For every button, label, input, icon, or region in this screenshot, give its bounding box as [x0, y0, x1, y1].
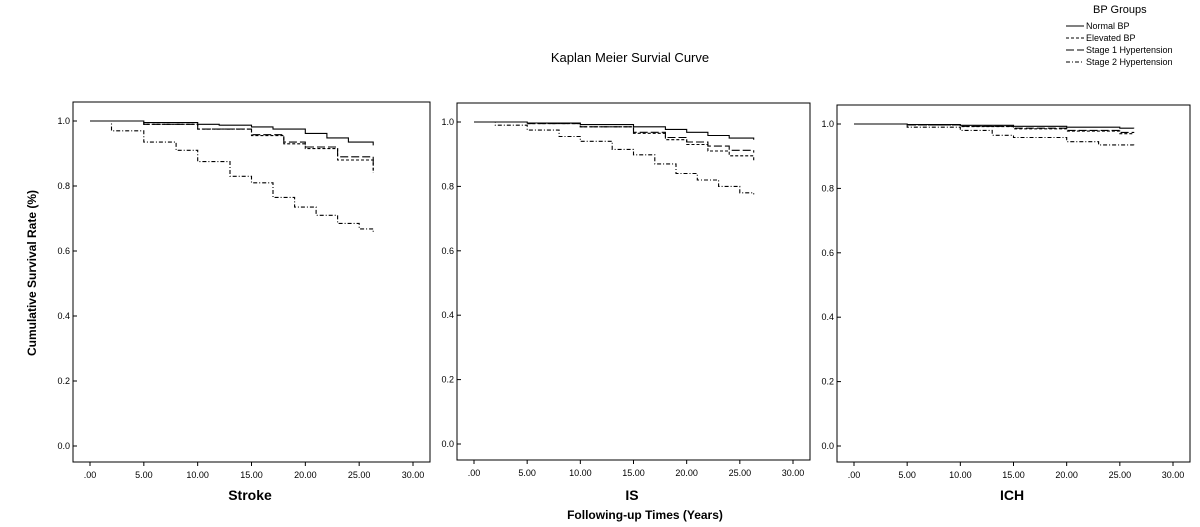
x-tick-label: 30.00 — [402, 470, 425, 480]
x-tick-label: 5.00 — [518, 468, 536, 478]
legend-item: Normal BP — [1086, 21, 1130, 31]
y-tick-label: 0.4 — [821, 312, 834, 322]
x-tick-label: 10.00 — [186, 470, 209, 480]
y-tick-label: 1.0 — [821, 119, 834, 129]
panel-stroke: 0.0 0.2 0.4 0.6 0.8 1.0 .00 5.00 10.00 15.00 20.00… — [57, 101, 431, 503]
x-axis-label: Following-up Times (Years) — [567, 508, 723, 522]
x-tick-label: 10.00 — [569, 468, 592, 478]
series-line-stage-1-hypertension — [90, 120, 374, 170]
legend-items: Normal BP Elevated BP Stage 1 Hypertension… — [1066, 21, 1173, 67]
y-axis-label: Cumulative Survival Rate (%) — [25, 190, 39, 356]
panel-label: Stroke — [228, 487, 272, 503]
x-tick-label: .00 — [848, 470, 861, 480]
x-tick-label: 5.00 — [135, 470, 153, 480]
x-tick-label: 30.00 — [782, 468, 805, 478]
panel-label: ICH — [1000, 487, 1024, 503]
y-tick-label: 0.8 — [441, 181, 454, 191]
x-tick-label: .00 — [468, 468, 481, 478]
series-line-normal-bp — [474, 121, 755, 140]
figure-title: Kaplan Meier Survial Curve — [551, 50, 709, 65]
y-tick-label: 1.0 — [441, 117, 454, 127]
y-tick-label: 1.0 — [57, 116, 70, 126]
x-tick-label: 15.00 — [1002, 470, 1025, 480]
y-tick-label: 0.2 — [441, 375, 454, 385]
x-tick-label: 25.00 — [1109, 470, 1132, 480]
y-tick-label: 0.8 — [821, 183, 834, 193]
series-line-elevated-bp — [854, 123, 1135, 135]
x-tick-label: 5.00 — [898, 470, 916, 480]
legend-item: Stage 1 Hypertension — [1086, 45, 1173, 55]
x-tick-label: .00 — [84, 470, 97, 480]
legend-title: BP Groups — [1093, 4, 1147, 16]
x-tick-label: 10.00 — [949, 470, 972, 480]
y-tick-label: 0.6 — [821, 248, 834, 258]
x-tick-label: 25.00 — [729, 468, 752, 478]
x-tick-label: 20.00 — [1055, 470, 1078, 480]
series-line-elevated-bp — [474, 121, 755, 163]
panel-label: IS — [625, 487, 638, 503]
panel-ich: 0.0 0.2 0.4 0.6 0.8 1.0 .00 5.00 10.00 15.00 20.00… — [821, 104, 1191, 503]
x-tick-label: 15.00 — [240, 470, 263, 480]
series-line-stage-1-hypertension — [474, 121, 755, 153]
x-tick-label: 25.00 — [348, 470, 371, 480]
legend: BP Groups Normal BP Elevated BP Stage 1 Hy… — [1066, 4, 1173, 67]
y-tick-label: 0.2 — [821, 377, 834, 387]
x-tick-label: 20.00 — [294, 470, 317, 480]
panel-is: 0.0 0.2 0.4 0.6 0.8 1.0 .00 5.00 10.00 15.00 20.00… — [441, 102, 811, 503]
x-tick-label: 30.00 — [1162, 470, 1185, 480]
plot-frame — [836, 104, 1191, 463]
y-tick-label: 0.0 — [441, 439, 454, 449]
y-tick-label: 0.8 — [57, 181, 70, 191]
x-tick-label: 15.00 — [622, 468, 645, 478]
y-tick-label: 0.4 — [441, 310, 454, 320]
y-tick-label: 0.2 — [57, 376, 70, 386]
y-tick-label: 0.0 — [57, 441, 70, 451]
series-line-stage-2-hypertension — [854, 123, 1135, 147]
y-tick-label: 0.6 — [441, 246, 454, 256]
legend-item: Elevated BP — [1086, 33, 1136, 43]
x-tick-label: 20.00 — [675, 468, 698, 478]
plot-frame — [72, 101, 431, 463]
y-tick-label: 0.4 — [57, 311, 70, 321]
legend-item: Stage 2 Hypertension — [1086, 57, 1173, 67]
series-line-stage-2-hypertension — [90, 120, 374, 233]
series-line-normal-bp — [90, 120, 374, 146]
panels: 0.0 0.2 0.4 0.6 0.8 1.0 .00 5.00 10.00 15.00 20.00… — [57, 101, 1191, 503]
series-line-stage-2-hypertension — [474, 121, 755, 195]
y-tick-label: 0.6 — [57, 246, 70, 256]
plot-frame — [456, 102, 811, 461]
y-tick-label: 0.0 — [821, 441, 834, 451]
